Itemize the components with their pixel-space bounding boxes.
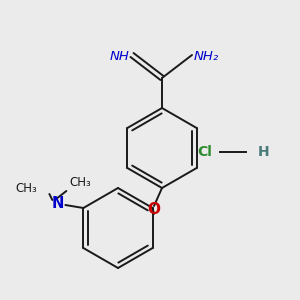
Text: NH₂: NH₂ — [194, 50, 219, 62]
Text: H: H — [258, 145, 270, 159]
Text: O: O — [148, 202, 160, 217]
Text: NH: NH — [110, 50, 130, 62]
Text: Cl: Cl — [197, 145, 212, 159]
Text: CH₃: CH₃ — [69, 176, 91, 190]
Text: CH₃: CH₃ — [16, 182, 38, 196]
Text: N: N — [51, 196, 64, 211]
